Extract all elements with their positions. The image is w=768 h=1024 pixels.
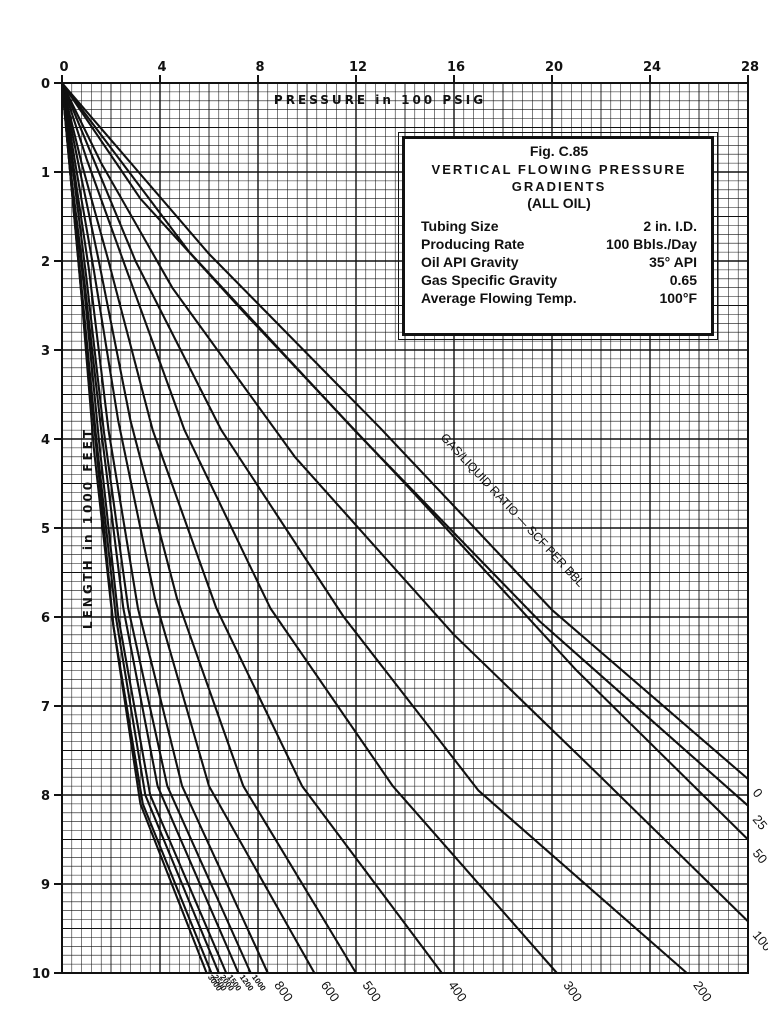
series-line-600	[60, 82, 316, 974]
x-tick-label: 8	[255, 60, 264, 75]
condition-value: 100 Bbls./Day	[605, 236, 697, 252]
y-tick-label: 2	[41, 255, 50, 270]
series-line-100	[61, 82, 749, 923]
condition-value: 2 in. I.D.	[643, 218, 697, 234]
series-line-800	[60, 82, 269, 974]
series-label-100: 100	[750, 928, 768, 954]
x-tick-label: 28	[741, 60, 759, 75]
series-line-400	[60, 82, 443, 974]
series-label-200: 200	[690, 978, 715, 1004]
series-lines	[60, 82, 749, 974]
series-line-0	[61, 82, 749, 780]
chart-subtitle: (ALL OIL)	[527, 195, 591, 211]
y-tick-label: 8	[41, 789, 50, 804]
condition-row: Tubing Size 2 in. I.D.	[421, 217, 697, 235]
figure-number: Fig. C.85	[529, 143, 589, 159]
condition-value: 0.65	[669, 272, 697, 288]
series-label-800: 800	[271, 978, 296, 1004]
chart-title: VERTICAL FLOWING PRESSURE GRADIENTS	[431, 162, 687, 194]
y-tick-label: 9	[41, 878, 50, 893]
chart-info-box: Fig. C.85 VERTICAL FLOWING PRESSURE GRAD…	[398, 132, 718, 340]
x-tick-label: 12	[349, 60, 367, 75]
y-tick-label: 5	[41, 522, 50, 537]
series-line-300	[61, 82, 558, 974]
y-tick-label: 0	[41, 77, 50, 92]
series-label-600: 600	[318, 978, 343, 1004]
x-tick-label: 0	[59, 60, 68, 75]
series-line-500	[60, 82, 357, 974]
series-label-25: 25	[750, 812, 768, 833]
condition-label: Gas Specific Gravity	[421, 272, 558, 288]
series-label-0: 0	[750, 785, 766, 800]
series-label-50: 50	[750, 846, 768, 867]
series-line-50	[61, 82, 749, 841]
condition-label: Tubing Size	[421, 218, 499, 234]
conditions-list: Tubing Size 2 in. I.D. Producing Rate 100 B…	[421, 217, 697, 307]
condition-value: 35° API	[649, 254, 697, 270]
series-label-300: 300	[560, 978, 585, 1004]
x-tick-label: 24	[643, 60, 661, 75]
y-tick-label: 4	[41, 433, 50, 448]
y-tick-label: 10	[32, 967, 50, 982]
x-tick-label: 16	[447, 60, 465, 75]
y-tick-label: 7	[41, 700, 50, 715]
condition-label: Oil API Gravity	[421, 254, 519, 270]
x-tick-label: 4	[157, 60, 166, 75]
condition-label: Producing Rate	[421, 236, 525, 252]
condition-value: 100°F	[659, 290, 697, 306]
series-label-400: 400	[445, 978, 470, 1004]
x-tick-label: 20	[545, 60, 563, 75]
x-axis-title: PRESSURE in 100 PSIG	[274, 93, 486, 107]
series-label-500: 500	[360, 978, 385, 1004]
y-tick-label: 3	[41, 344, 50, 359]
series-line-3000	[60, 82, 208, 974]
y-axis-title: LENGTH in 1000 FEET	[81, 427, 95, 629]
condition-row: Oil API Gravity 35° API	[421, 253, 697, 271]
condition-row: Gas Specific Gravity 0.65	[421, 271, 697, 289]
series-line-200	[61, 82, 688, 974]
condition-row: Average Flowing Temp. 100°F	[421, 289, 697, 307]
y-tick-label: 6	[41, 611, 50, 626]
condition-row: Producing Rate 100 Bbls./Day	[421, 235, 697, 253]
series-line-1000	[60, 82, 252, 974]
condition-label: Average Flowing Temp.	[421, 290, 577, 306]
y-tick-label: 1	[41, 166, 50, 181]
